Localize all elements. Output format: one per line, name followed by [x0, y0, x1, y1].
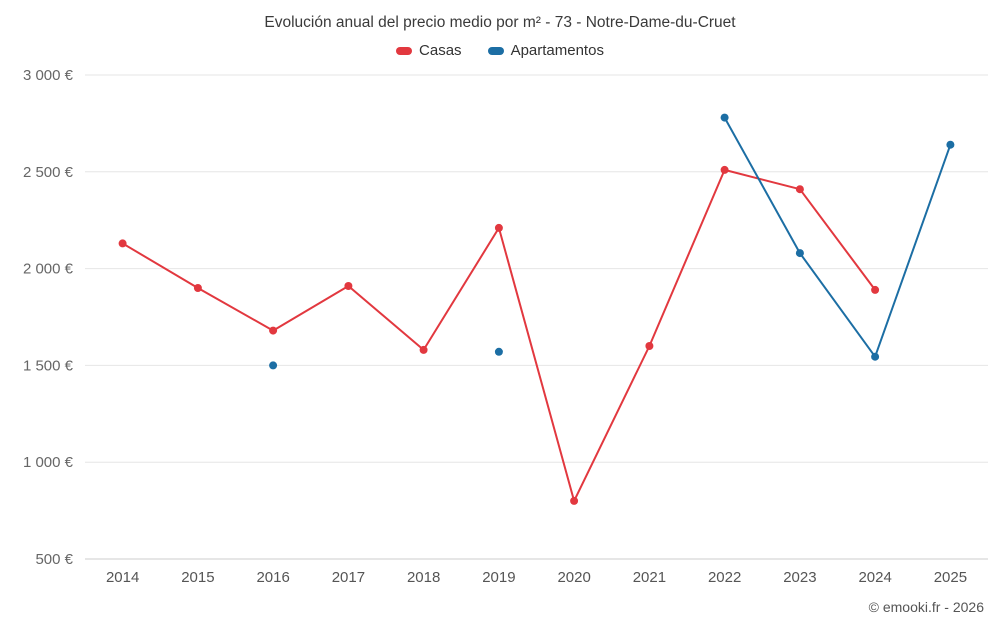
data-point-apartamentos[interactable] [871, 352, 880, 361]
x-tick-label: 2019 [482, 569, 515, 586]
x-tick-label: 2025 [934, 569, 967, 586]
y-tick-label: 500 € [35, 551, 73, 568]
data-point-casas[interactable] [871, 285, 880, 294]
y-tick-label: 2 000 € [23, 261, 74, 278]
legend-item-apartamentos[interactable]: Apartamentos [487, 42, 604, 59]
y-tick-label: 3 000 € [23, 67, 74, 84]
y-tick-label: 1 000 € [23, 454, 74, 471]
data-point-apartamentos[interactable] [946, 140, 955, 149]
legend-marker-casas [396, 46, 413, 55]
x-tick-label: 2023 [783, 569, 816, 586]
copyright: © emooki.fr - 2026 [868, 599, 984, 615]
data-point-casas[interactable] [269, 326, 278, 335]
legend-marker-apartamentos [487, 46, 504, 55]
data-point-casas[interactable] [645, 342, 654, 350]
series-line-casas [121, 168, 877, 502]
x-tick-label: 2018 [407, 569, 440, 586]
x-tick-label: 2017 [332, 569, 365, 586]
data-point-apartamentos[interactable] [494, 347, 503, 356]
x-tick-label: 2015 [181, 569, 214, 586]
data-point-apartamentos[interactable] [269, 361, 278, 370]
data-point-casas[interactable] [720, 165, 729, 174]
series-line-apartamentos [723, 116, 952, 358]
data-point-apartamentos[interactable] [795, 249, 804, 258]
x-tick-label: 2020 [557, 569, 590, 586]
data-point-casas[interactable] [193, 284, 202, 292]
data-point-casas[interactable] [419, 345, 428, 354]
data-point-casas[interactable] [118, 239, 127, 248]
data-point-casas[interactable] [795, 185, 804, 194]
x-tick-label: 2022 [708, 569, 741, 586]
legend-label-apartamentos: Apartamentos [510, 42, 604, 59]
data-point-casas[interactable] [344, 282, 353, 290]
x-tick-label: 2016 [256, 569, 289, 586]
data-point-apartamentos[interactable] [720, 113, 729, 122]
legend-label-casas: Casas [419, 42, 462, 59]
data-point-casas[interactable] [494, 223, 503, 232]
x-tick-label: 2024 [858, 569, 891, 586]
x-tick-label: 2021 [633, 569, 666, 586]
legend: Casas Apartamentos [0, 42, 1000, 59]
chart-title: Evolución anual del precio medio por m² … [264, 14, 736, 31]
y-tick-label: 2 500 € [23, 164, 74, 181]
data-point-casas[interactable] [570, 496, 579, 505]
legend-item-casas[interactable]: Casas [396, 42, 462, 59]
y-tick-label: 1 500 € [23, 357, 74, 374]
x-tick-label: 2014 [106, 569, 139, 586]
